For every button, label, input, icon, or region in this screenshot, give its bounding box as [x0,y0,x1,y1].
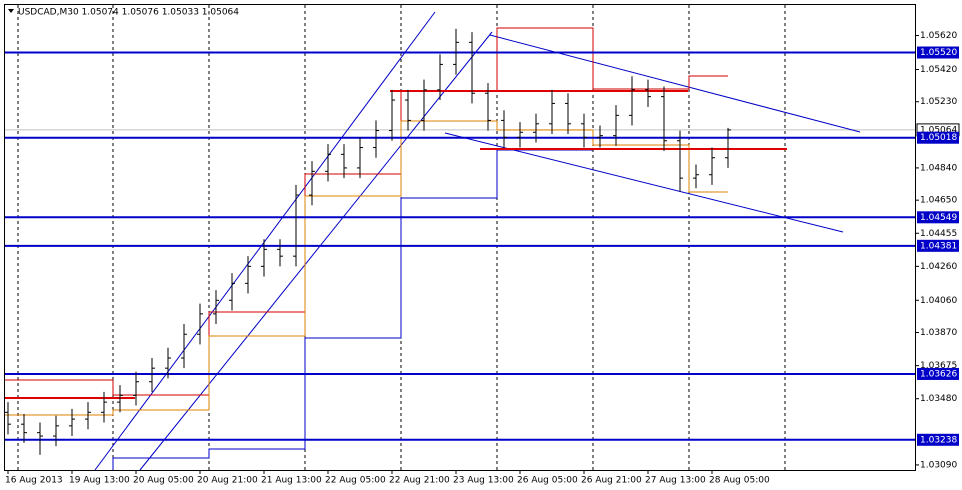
channel-lower [139,31,493,471]
y-tick-label: 1.04060 [920,296,957,306]
step-blue [112,149,593,470]
x-tick-label: 27 Aug 13:00 [645,476,706,486]
y-tick-label: 1.03090 [920,460,957,470]
y-tick-label: 1.03675 [920,361,957,371]
x-tick-label: 19 Aug 13:00 [69,476,130,486]
y-tick-label: 1.05420 [920,65,957,75]
menu-arrow [8,9,14,13]
current-price-label: 1.05064 [920,125,957,135]
level-box [917,433,959,446]
channel-upper [94,11,436,471]
x-tick-label: 28 Aug 05:00 [709,476,770,486]
y-tick-label: 1.03870 [920,328,957,338]
y-tick-label: 1.03480 [920,394,957,404]
y-tick-label: 1.05230 [920,97,957,107]
level-box [917,211,959,224]
level-label: 1.05018 [920,133,957,143]
level-label: 1.04549 [920,213,957,223]
level-box [917,131,959,144]
x-tick-label: 21 Aug 13:00 [261,476,322,486]
plot-frame [4,4,916,471]
y-tick-label: 1.04840 [920,163,957,173]
level-label: 1.05520 [920,48,957,58]
x-tick-label: 20 Aug 05:00 [133,476,194,486]
x-tick-label: 23 Aug 13:00 [453,476,514,486]
x-tick-label: 22 Aug 21:00 [389,476,450,486]
x-tick-label: 26 Aug 21:00 [581,476,642,486]
x-tick-label: 26 Aug 05:00 [517,476,578,486]
level-label: 1.03238 [920,435,957,445]
down-channel-upper [489,34,861,133]
y-tick-label: 1.04650 [920,196,957,206]
level-box [917,46,959,59]
y-tick-label: 1.05620 [920,31,957,41]
x-tick-label: 20 Aug 21:00 [197,476,258,486]
chart-title: USDCAD,M30 1.05074 1.05076 1.05033 1.050… [18,8,239,18]
level-box [917,239,959,252]
level-label: 1.03626 [920,369,957,379]
step-orange [5,120,728,416]
level-box [917,367,959,380]
x-tick-label: 22 Aug 05:00 [325,476,386,486]
y-tick-label: 1.04455 [920,229,957,239]
y-tick-label: 1.04260 [920,262,957,272]
x-tick-label: 16 Aug 2013 [5,476,63,486]
level-label: 1.04381 [920,241,957,251]
